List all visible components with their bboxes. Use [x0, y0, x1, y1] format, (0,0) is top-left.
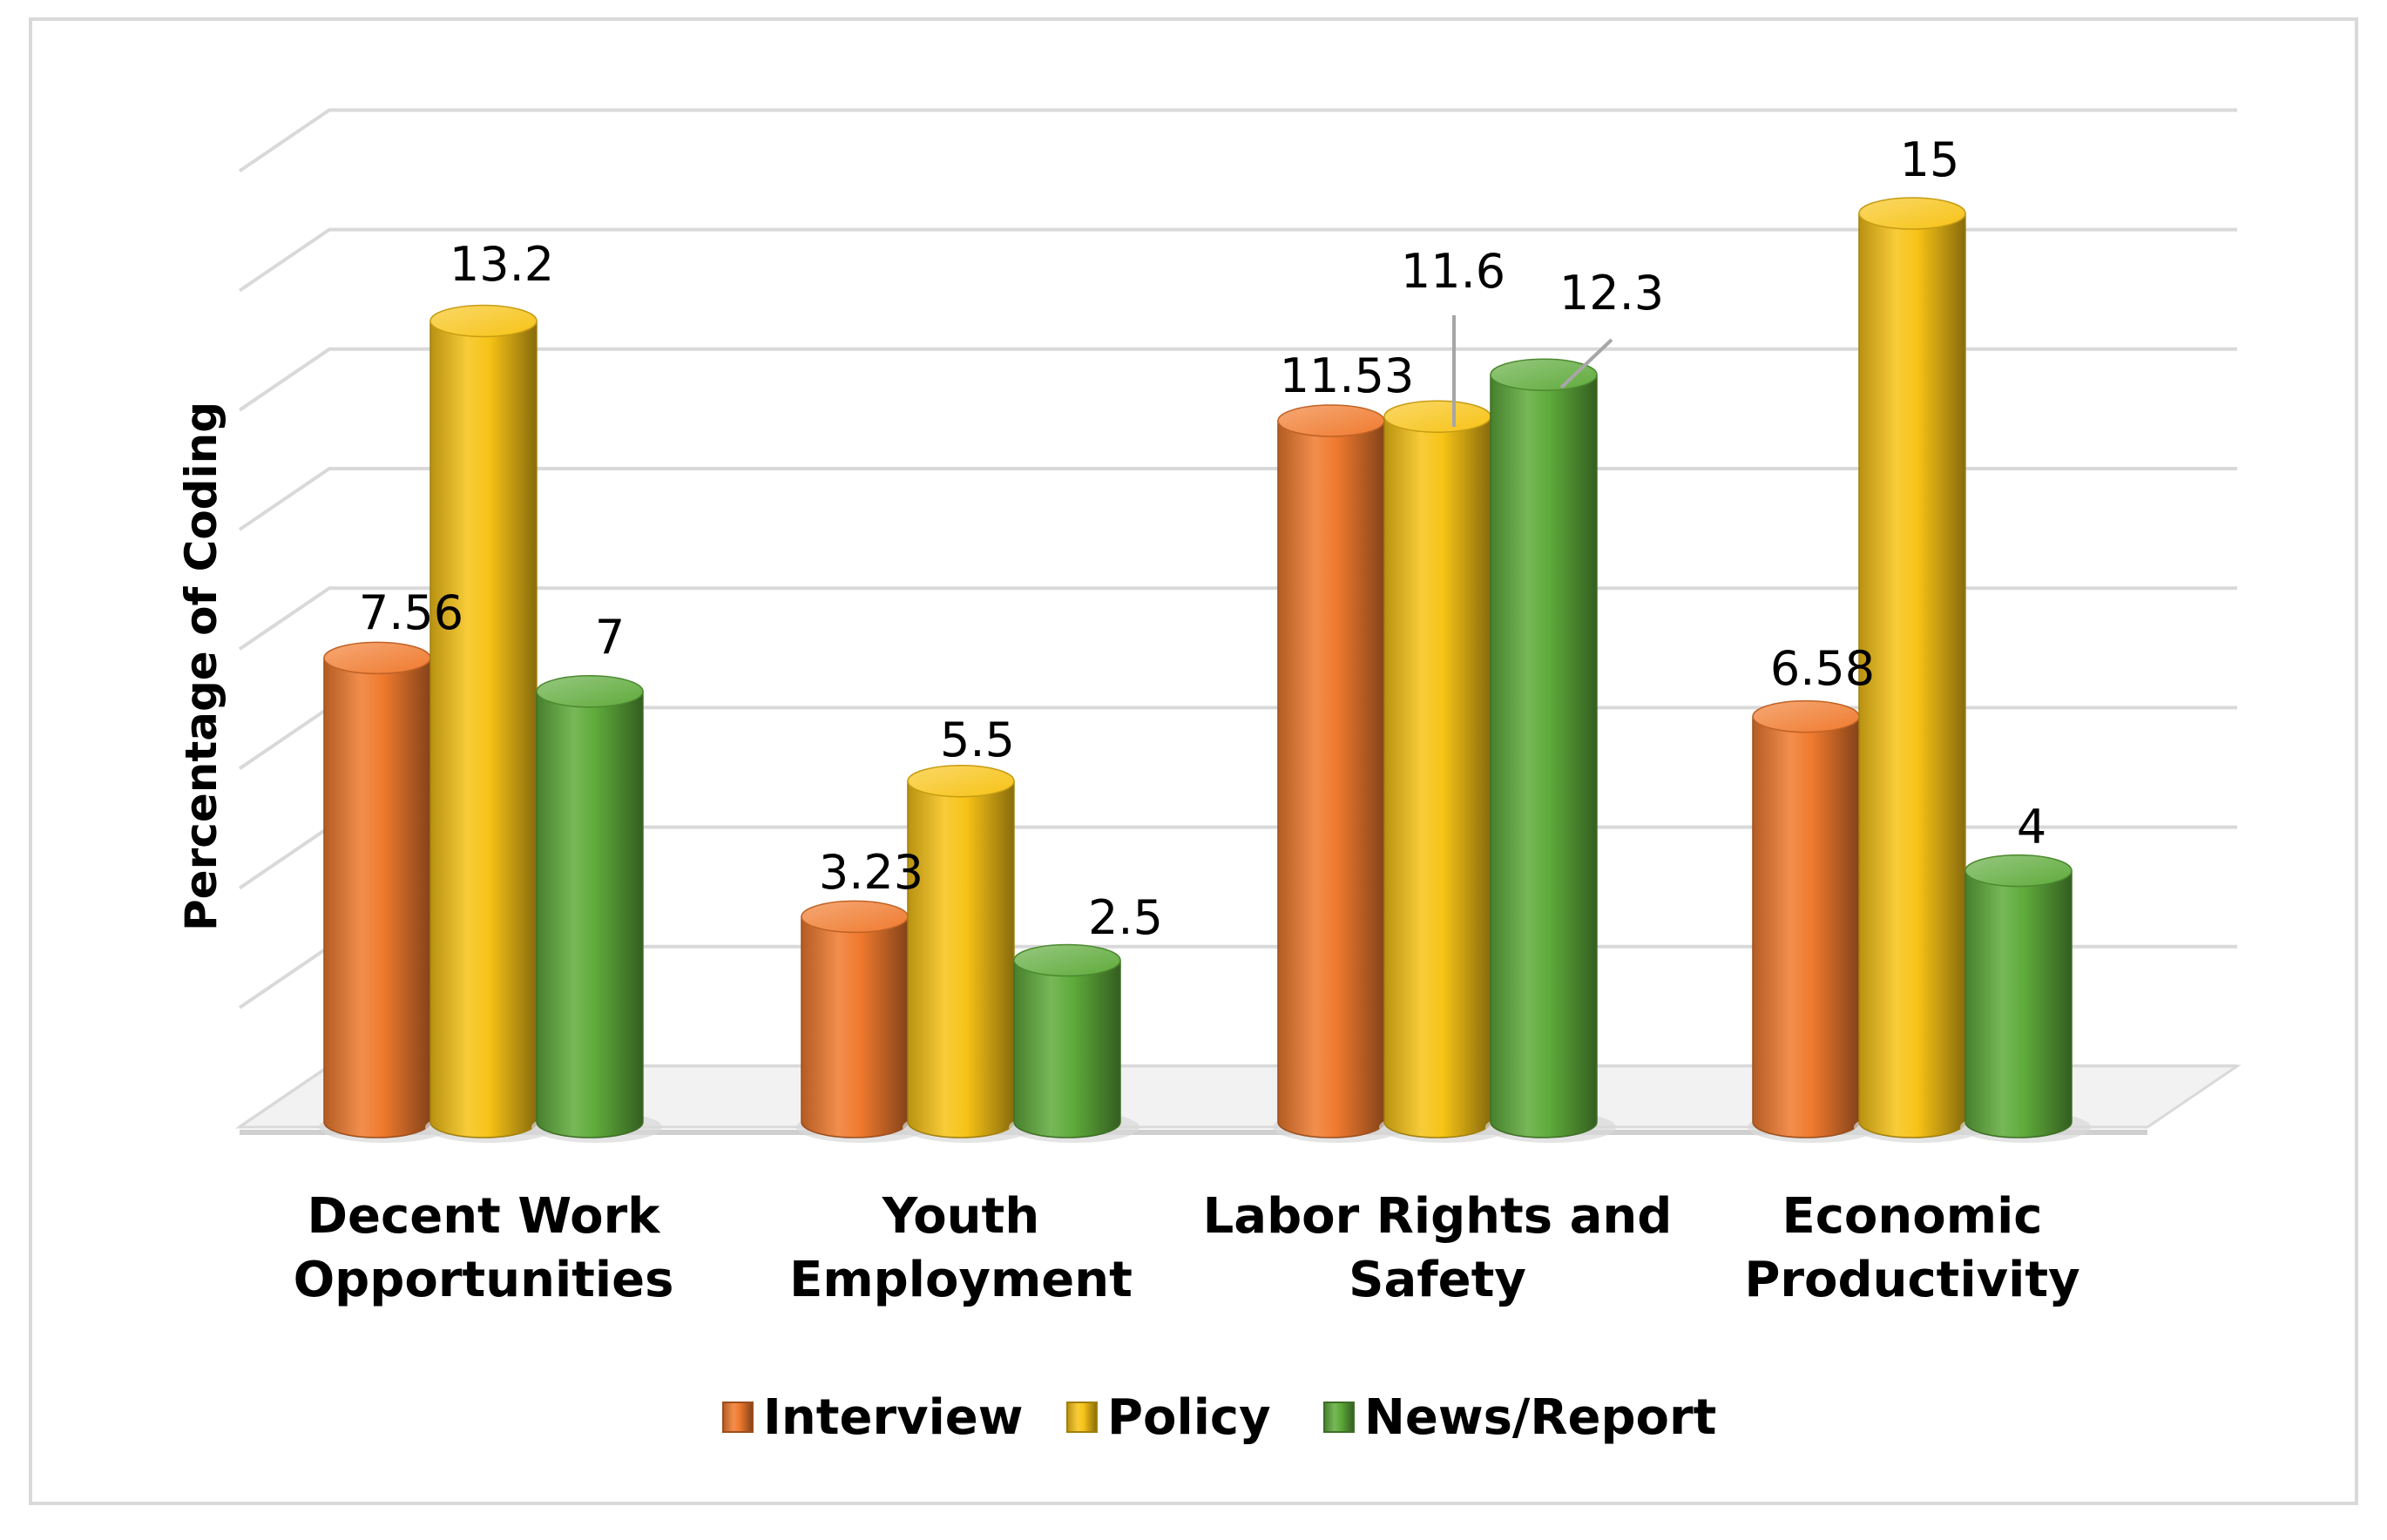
gridline-8 — [238, 586, 2237, 651]
bar-policy-economic-productivity — [1854, 197, 1985, 1143]
data-label-interview-economic-productivity: 6.58 — [1770, 641, 1875, 696]
data-label-interview-labor-rights-and-safety: 11.53 — [1280, 348, 1415, 403]
bar-interview-decent-work-opportunities — [319, 641, 450, 1143]
data-label-news-report-decent-work-opportunities: 7 — [595, 610, 625, 665]
gridline-10 — [238, 467, 2237, 531]
gridline-16 — [238, 108, 2237, 173]
data-label-policy-labor-rights-and-safety: 11.6 — [1401, 244, 1505, 299]
gridline-14 — [238, 227, 2237, 293]
legend-swatch-interview — [722, 1402, 754, 1433]
data-label-interview-decent-work-opportunities: 7.56 — [359, 585, 463, 640]
data-label-interview-youth-employment: 3.23 — [819, 845, 923, 900]
category-labels: Decent Work Opportunities Youth Employment L… — [294, 1188, 2080, 1308]
category-label-1-line-0: Youth — [882, 1188, 1039, 1245]
bars — [319, 197, 2091, 1143]
bar-news-report-labor-rights-and-safety — [1485, 358, 1616, 1143]
legend-item-news-report: News/Report — [1323, 1389, 1716, 1446]
bar-news-report-economic-productivity — [1960, 854, 2091, 1143]
category-label-2-line-0: Labor Rights and — [1203, 1188, 1673, 1245]
category-label-1-line-1: Employment — [789, 1252, 1133, 1308]
category-label-0-line-1: Opportunities — [294, 1252, 674, 1308]
legend: Interview Policy News/Report — [722, 1389, 1716, 1446]
data-label-policy-decent-work-opportunities: 13.2 — [450, 237, 554, 292]
data-labels: 7.56 13.2 7 3.23 5.5 2.5 11.53 11.6 12.3 6.58 15 4 — [359, 132, 2046, 945]
legend-label-news-report: News/Report — [1364, 1389, 1716, 1446]
y-axis-label: Percentage of Coding — [176, 402, 227, 931]
category-label-0-line-0: Decent Work — [308, 1188, 662, 1245]
data-label-policy-economic-productivity: 15 — [1900, 132, 1960, 187]
leader-line-news-labor — [1559, 338, 1613, 389]
legend-swatch-news-report — [1323, 1402, 1355, 1433]
bar-news-report-decent-work-opportunities — [531, 675, 662, 1143]
legend-label-policy: Policy — [1107, 1389, 1271, 1446]
category-label-3-line-1: Productivity — [1744, 1252, 2079, 1308]
legend-label-interview: Interview — [763, 1389, 1023, 1446]
data-label-news-report-youth-employment: 2.5 — [1088, 890, 1163, 945]
bar-interview-youth-employment — [796, 900, 927, 1143]
bar-news-report-youth-employment — [1009, 943, 1139, 1143]
bar-interview-economic-productivity — [1748, 699, 1878, 1143]
bar-policy-decent-work-opportunities — [425, 304, 556, 1143]
legend-swatch-policy — [1066, 1402, 1098, 1433]
data-label-policy-youth-employment: 5.5 — [940, 713, 1015, 767]
bar-interview-labor-rights-and-safety — [1273, 404, 1403, 1143]
category-label-3-line-0: Economic — [1782, 1188, 2042, 1245]
category-label-2-line-1: Safety — [1349, 1252, 1526, 1308]
legend-item-policy: Policy — [1066, 1389, 1271, 1446]
legend-item-interview: Interview — [722, 1389, 1023, 1446]
data-label-news-report-economic-productivity: 4 — [2017, 800, 2046, 854]
data-label-news-report-labor-rights-and-safety: 12.3 — [1559, 266, 1664, 321]
